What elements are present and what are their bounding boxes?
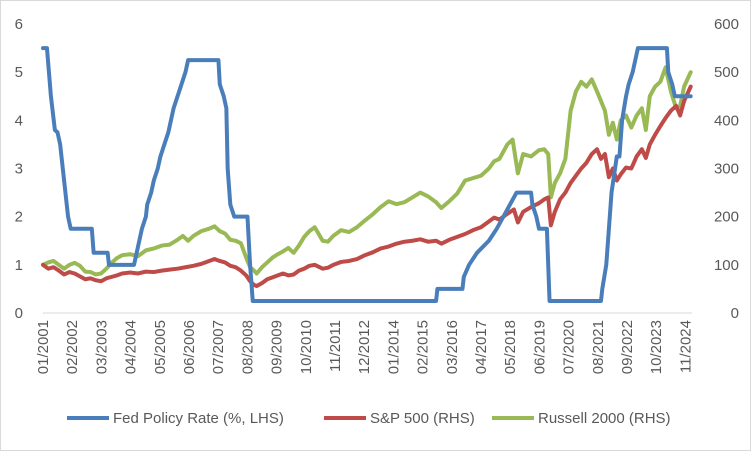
right-axis-tick-label: 600 <box>714 16 739 33</box>
x-axis-tick-label: 09/2022 <box>619 320 636 374</box>
right-axis-tick-labels: 0 100 200 300 400 500 600 <box>714 16 739 322</box>
x-axis-tick-label: 10/2010 <box>298 320 315 374</box>
left-axis-tick-label: 0 <box>15 305 23 322</box>
x-axis-tick-label: 08/2021 <box>590 320 607 374</box>
legend: Fed Policy Rate (%, LHS) S&P 500 (RHS) Rus… <box>67 410 671 427</box>
series-line-russell-2000-rhs <box>41 65 693 277</box>
left-axis-tick-label: 2 <box>15 209 23 226</box>
x-axis-tick-label: 08/2008 <box>239 320 256 374</box>
x-axis-tick-label: 11/2024 <box>677 320 694 373</box>
x-axis-tick-label: 06/2006 <box>181 320 198 374</box>
right-axis-tick-label: 400 <box>714 112 739 129</box>
plot-series <box>41 46 693 303</box>
legend-label-s-p-500-rhs: S&P 500 (RHS) <box>370 410 475 427</box>
x-axis-tick-label: 03/2003 <box>93 320 110 374</box>
left-axis-tick-label: 5 <box>15 64 23 81</box>
x-axis-tick-label: 04/2004 <box>123 320 140 374</box>
right-axis-tick-label: 300 <box>714 161 739 178</box>
series-line-s-p-500-rhs <box>41 84 693 289</box>
x-axis-tick-label: 09/2009 <box>269 320 286 374</box>
x-axis-tick-labels: 01/2001 02/2002 03/2003 04/2004 05/2005 06/20… <box>35 320 694 374</box>
x-axis-tick-label: 11/2011 <box>327 320 344 372</box>
left-axis-tick-label: 6 <box>15 16 23 33</box>
x-axis-tick-label: 02/2002 <box>64 320 81 374</box>
x-axis-tick-label: 05/2018 <box>502 320 519 374</box>
left-axis-tick-label: 3 <box>15 161 23 178</box>
series-line-fed-policy-rate-lhs <box>41 46 693 303</box>
left-axis-tick-label: 1 <box>15 257 23 274</box>
right-axis-tick-label: 200 <box>714 209 739 226</box>
x-axis-tick-label: 01/2001 <box>35 320 52 374</box>
x-axis-tick-label: 12/2012 <box>356 320 373 374</box>
x-axis-tick-label: 02/2015 <box>415 320 432 374</box>
x-axis-tick-label: 07/2020 <box>561 320 578 374</box>
x-axis-tick-label: 04/2017 <box>473 320 490 374</box>
right-axis-tick-label: 500 <box>714 64 739 81</box>
legend-label-fed-policy-rate-lhs: Fed Policy Rate (%, LHS) <box>113 410 284 427</box>
right-axis-tick-label: 100 <box>714 257 739 274</box>
left-axis-tick-label: 4 <box>15 112 23 129</box>
x-axis-tick-label: 03/2016 <box>444 320 461 374</box>
x-axis-tick-label: 07/2007 <box>210 320 227 374</box>
right-axis-tick-label: 0 <box>731 305 739 322</box>
x-axis-tick-label: 10/2023 <box>648 320 665 374</box>
left-axis-tick-labels: 0 1 2 3 4 5 6 <box>15 16 23 322</box>
x-axis-tick-label: 05/2005 <box>152 320 169 374</box>
x-axis-tick-label: 06/2019 <box>531 320 548 374</box>
legend-label-russell-2000-rhs: Russell 2000 (RHS) <box>538 410 671 427</box>
x-axis-tick-label: 01/2014 <box>385 320 402 374</box>
